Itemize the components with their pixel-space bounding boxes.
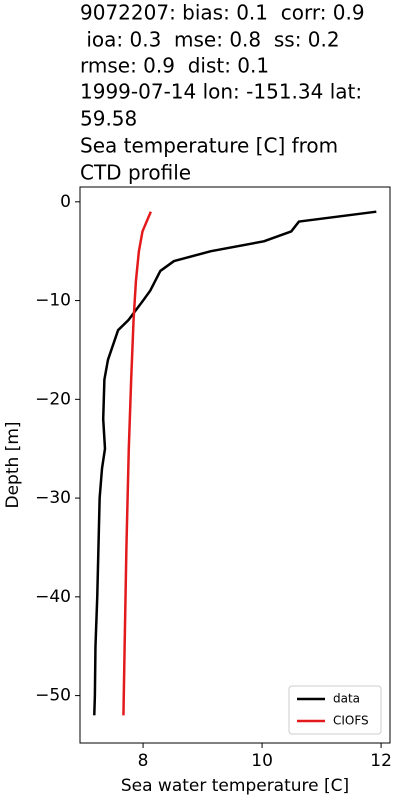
x-axis-label: Sea water temperature [C]	[121, 776, 349, 796]
y-tick-label: −50	[35, 686, 71, 706]
series-line	[93, 210, 377, 716]
y-axis-label: Depth [m]	[3, 421, 23, 508]
chart-title: 9072207: bias: 0.1 corr: 0.9	[80, 1, 365, 25]
y-tick-label: 0	[60, 192, 71, 212]
y-tick-label: −40	[35, 587, 71, 607]
chart-title: rmse: 0.9 dist: 0.1	[80, 54, 269, 78]
chart-title: ioa: 0.3 mse: 0.8 ss: 0.2	[80, 28, 340, 52]
chart-title: 59.58	[80, 107, 137, 131]
y-tick-label: −10	[35, 291, 71, 311]
plot-frame	[79, 186, 391, 744]
chart-title: CTD profile	[80, 161, 191, 185]
y-tick-label: −20	[35, 389, 71, 409]
legend-label: CIOFS	[333, 714, 369, 728]
x-tick-label: 12	[370, 751, 392, 771]
x-tick-label: 10	[251, 751, 273, 771]
y-tick-label: −30	[35, 488, 71, 508]
chart-title: 1999-07-14 lon: -151.34 lat:	[80, 80, 362, 104]
chart-title: Sea temperature [C] from	[80, 134, 338, 158]
legend-label: data	[333, 692, 360, 706]
series-line	[122, 211, 152, 716]
x-tick-label: 8	[138, 751, 149, 771]
